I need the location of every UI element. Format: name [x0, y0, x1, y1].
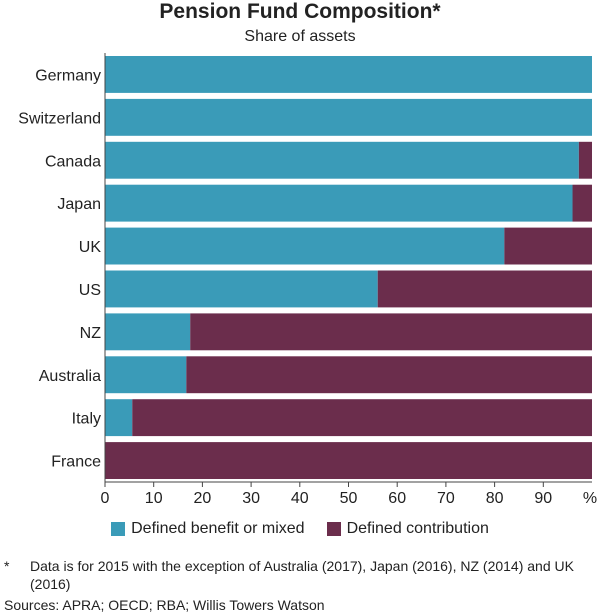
- category-label-australia: Australia: [39, 368, 101, 385]
- bar-defined-benefit-australia: [105, 356, 187, 394]
- x-tick-label-60: 60: [388, 490, 406, 507]
- footnote: * Data is for 2015 with the exception of…: [4, 557, 594, 593]
- category-label-uk: UK: [79, 239, 102, 256]
- bar-defined-benefit-us: [105, 270, 378, 308]
- bar-defined-contribution-nz: [190, 313, 592, 351]
- x-tick-label-90: 90: [534, 490, 552, 507]
- bar-defined-benefit-japan: [105, 184, 573, 222]
- bar-defined-contribution-france: [105, 442, 592, 479]
- legend-item-defined-benefit: Defined benefit or mixed: [111, 520, 305, 538]
- x-tick-label-20: 20: [194, 490, 212, 507]
- footnote-mark: *: [4, 558, 10, 574]
- bar-defined-contribution-us: [377, 270, 592, 308]
- bar-defined-benefit-nz: [105, 313, 191, 351]
- chart-title: Pension Fund Composition*: [159, 0, 441, 23]
- bar-defined-benefit-germany: [105, 56, 592, 93]
- x-tick-label-40: 40: [291, 490, 309, 507]
- legend-label-defined-contribution: Defined contribution: [346, 520, 489, 537]
- category-label-switzerland: Switzerland: [18, 110, 101, 127]
- bar-defined-benefit-uk: [105, 227, 505, 265]
- category-label-france: France: [51, 454, 101, 471]
- footnote-text: Data is for 2015 with the exception of A…: [30, 558, 574, 592]
- category-label-us: US: [79, 282, 101, 299]
- x-tick-label-0: 0: [101, 490, 110, 507]
- x-tick-label-50: 50: [340, 490, 358, 507]
- category-label-canada: Canada: [45, 153, 101, 170]
- category-label-nz: NZ: [80, 325, 102, 342]
- legend-swatch-defined-benefit: [111, 522, 126, 536]
- x-axis-unit: %: [583, 490, 597, 507]
- chart-subtitle: Share of assets: [244, 28, 356, 45]
- x-tick-label-10: 10: [145, 490, 163, 507]
- category-label-japan: Japan: [57, 196, 101, 213]
- x-tick-label-70: 70: [437, 490, 455, 507]
- legend-item-defined-contribution: Defined contribution: [326, 520, 489, 538]
- bar-defined-benefit-canada: [105, 141, 579, 179]
- x-tick-label-80: 80: [486, 490, 504, 507]
- bar-defined-benefit-switzerland: [105, 98, 592, 136]
- legend: Defined benefit or mixed Defined contrib…: [0, 520, 600, 538]
- bar-defined-contribution-australia: [186, 356, 593, 394]
- bar-defined-contribution-japan: [572, 184, 592, 222]
- bar-defined-contribution-canada: [578, 141, 592, 179]
- x-tick-label-30: 30: [242, 490, 260, 507]
- bar-defined-contribution-italy: [132, 399, 592, 437]
- legend-swatch-defined-contribution: [326, 522, 341, 536]
- category-label-italy: Italy: [72, 411, 101, 428]
- bar-defined-contribution-uk: [504, 227, 592, 265]
- stacked-bar-chart: Germany Switzerland Canada Japan UK US NZ Austr…: [18, 53, 597, 507]
- sources-note: Sources: APRA; OECD; RBA; Willis Towers …: [4, 597, 325, 613]
- legend-label-defined-benefit: Defined benefit or mixed: [131, 520, 305, 537]
- bar-defined-benefit-italy: [105, 399, 133, 437]
- category-label-germany: Germany: [35, 67, 101, 84]
